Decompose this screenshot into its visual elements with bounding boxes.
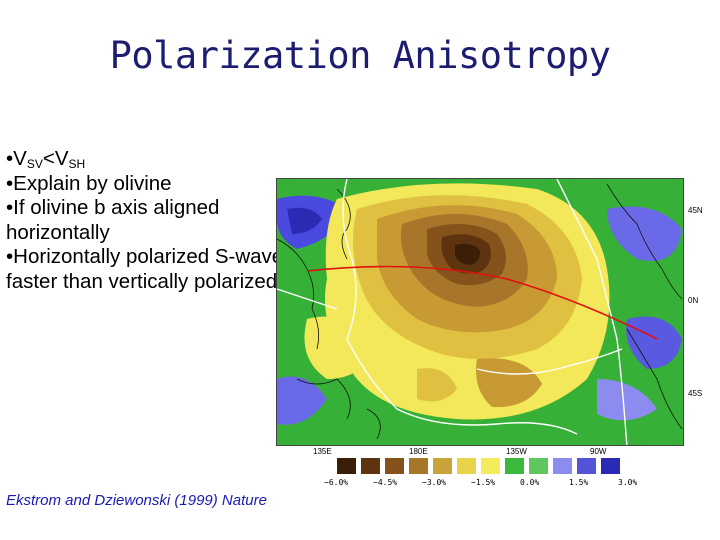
bullet-list: •VSV<VSH •Explain by olivine •If olivine…	[6, 147, 306, 294]
color-scale-label: −4.5%	[373, 478, 398, 487]
color-swatch	[385, 458, 404, 474]
color-scale-label: 0.0%	[520, 478, 540, 487]
color-swatch	[433, 458, 452, 474]
color-swatch	[481, 458, 500, 474]
anisotropy-map	[276, 178, 684, 446]
lat-label-45n: 45N	[688, 206, 703, 215]
lon-label-90w: 90W	[590, 447, 607, 456]
color-swatch	[529, 458, 548, 474]
color-scale-label: 3.0%	[618, 478, 638, 487]
lat-label-0n: 0N	[688, 296, 699, 305]
map-graphic	[277, 179, 683, 445]
lon-label-135w: 135W	[506, 447, 527, 456]
bullet-olivine: •Explain by olivine	[6, 171, 172, 195]
color-swatch	[457, 458, 476, 474]
color-swatch	[409, 458, 428, 474]
color-swatch	[337, 458, 356, 474]
color-swatch	[361, 458, 380, 474]
color-swatch	[601, 458, 620, 474]
lon-label-180e: 180E	[409, 447, 428, 456]
citation: Ekstrom and Dziewonski (1999) Nature	[6, 492, 267, 509]
bullet-horizontal: •Horizontally polarized S-waves faster t…	[6, 245, 294, 293]
color-scale-label: −3.0%	[422, 478, 447, 487]
bullet-velocity: •VSV<VSH	[6, 147, 86, 171]
color-swatch	[505, 458, 524, 474]
color-scale-label: 1.5%	[569, 478, 589, 487]
color-scale-label: −6.0%	[324, 478, 349, 487]
bullet-b-axis: •If olivine b axis aligned horizontally	[6, 196, 220, 244]
color-swatch	[553, 458, 572, 474]
lat-label-45s: 45S	[688, 389, 703, 398]
lon-label-135e: 135E	[313, 447, 332, 456]
slide-title: Polarization Anisotropy	[109, 34, 611, 77]
color-scale-label: −1.5%	[471, 478, 496, 487]
color-swatch	[577, 458, 596, 474]
